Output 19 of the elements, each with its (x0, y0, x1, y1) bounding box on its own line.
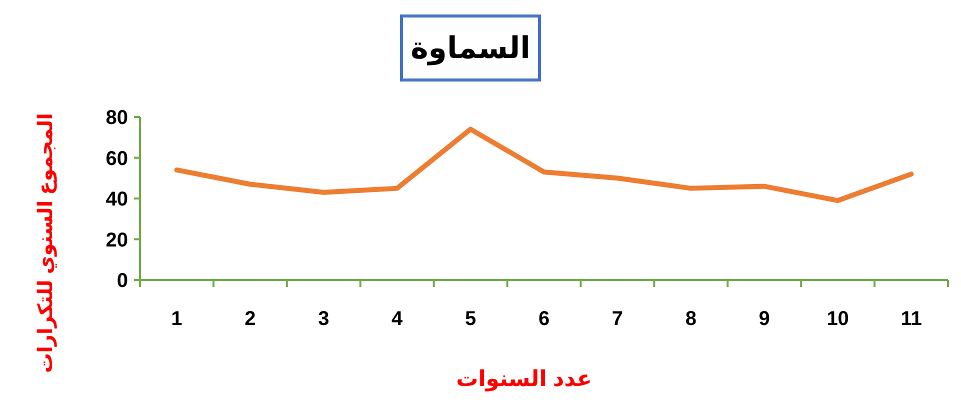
x-tick-label: 4 (392, 308, 404, 330)
x-tick-label: 10 (826, 308, 849, 330)
x-tick-label: 5 (464, 308, 476, 330)
y-tick-label: 40 (106, 188, 128, 210)
y-tick-label: 0 (116, 270, 128, 292)
y-tick-label: 80 (106, 107, 128, 129)
x-tick-label: 3 (318, 308, 330, 330)
y-tick-label: 20 (106, 229, 128, 252)
x-tick-label: 8 (685, 308, 696, 330)
y-tick-label: 60 (106, 148, 128, 170)
x-tick-label: 1 (171, 308, 182, 330)
chart-title: السماوة (410, 32, 530, 66)
x-tick-label: 2 (244, 308, 256, 330)
x-tick-label: 9 (758, 308, 770, 330)
x-tick-label: 7 (612, 308, 624, 330)
y-axis-title: المجموع السنوي للتكرارات (35, 113, 57, 373)
x-tick-label: 6 (538, 308, 550, 330)
x-tick-label: 11 (900, 308, 922, 330)
x-axis-title: عدد السنوات (456, 366, 592, 392)
